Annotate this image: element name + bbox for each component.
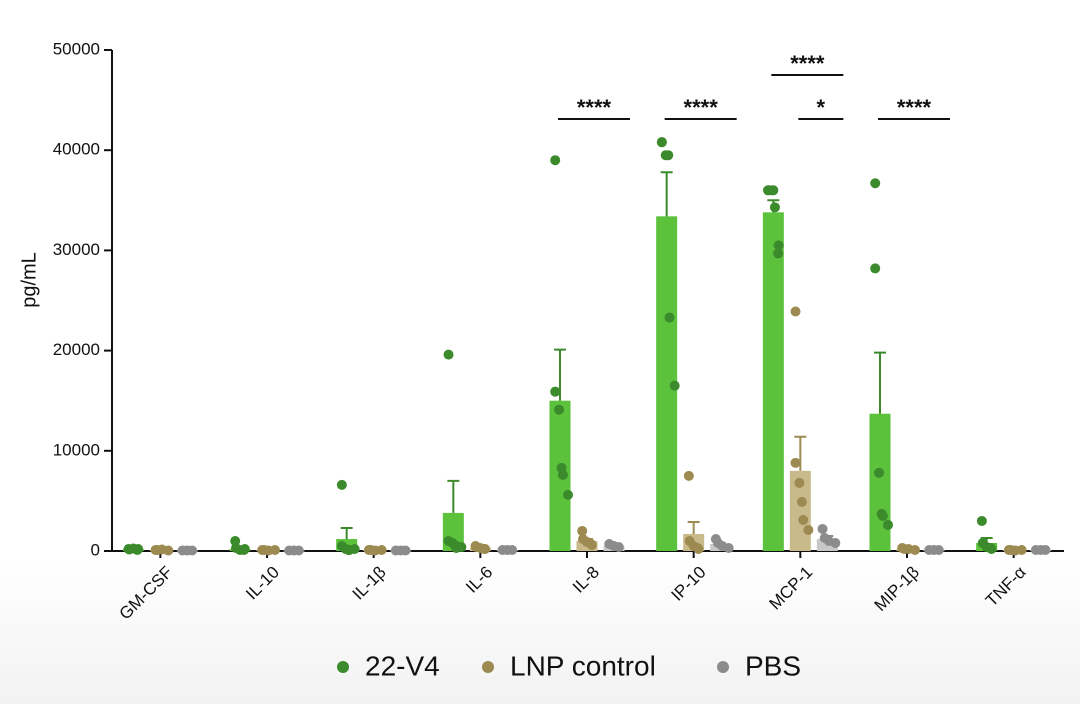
data-point	[769, 202, 780, 213]
data-point	[336, 479, 347, 490]
data-point	[790, 306, 801, 317]
data-point	[456, 541, 467, 552]
data-point	[877, 510, 888, 521]
data-point	[550, 155, 561, 166]
significance-label: ****	[897, 95, 932, 120]
data-point	[723, 542, 734, 553]
data-point	[270, 544, 280, 555]
significance-label: *	[817, 95, 826, 120]
data-point	[239, 543, 250, 554]
data-point	[187, 545, 198, 556]
y-tick-label: 20000	[53, 340, 100, 359]
legend-marker	[717, 661, 729, 673]
legend-label: LNP control	[510, 650, 656, 681]
data-point	[910, 544, 920, 555]
data-point	[796, 496, 807, 507]
data-point	[586, 539, 597, 550]
data-point	[554, 404, 565, 415]
significance-label: ****	[790, 51, 825, 76]
bar	[762, 212, 784, 551]
data-point	[663, 150, 674, 161]
data-point	[933, 544, 944, 555]
data-point	[870, 178, 881, 189]
background	[0, 560, 1080, 704]
data-point	[507, 544, 518, 555]
error-bar	[660, 171, 673, 217]
y-tick-label: 50000	[53, 39, 100, 58]
data-point	[1040, 544, 1051, 555]
data-point	[563, 489, 573, 500]
data-point	[550, 386, 561, 397]
data-point	[798, 514, 809, 525]
data-point	[773, 248, 784, 259]
data-point	[790, 457, 801, 468]
y-tick-label: 30000	[53, 240, 100, 259]
data-point	[874, 467, 885, 478]
data-point	[803, 524, 814, 535]
data-point	[376, 544, 387, 555]
data-point	[976, 515, 987, 526]
data-point	[293, 545, 304, 556]
data-point	[773, 240, 784, 251]
legend-marker	[337, 661, 349, 673]
data-point	[480, 543, 491, 554]
data-point	[817, 523, 828, 534]
data-point	[557, 469, 568, 480]
data-point	[870, 263, 881, 274]
error-bar	[794, 435, 807, 471]
data-point	[768, 185, 779, 196]
y-axis-label: pg/mL	[18, 252, 40, 308]
data-point	[883, 519, 893, 530]
data-point	[986, 543, 997, 554]
data-point	[613, 541, 624, 552]
data-point	[1016, 544, 1027, 555]
y-tick-label: 0	[91, 540, 100, 559]
y-tick-label: 40000	[53, 140, 100, 159]
y-tick-label: 10000	[53, 440, 100, 459]
data-point	[683, 470, 694, 481]
data-point	[577, 525, 588, 536]
data-point	[664, 312, 675, 323]
error-bar	[447, 479, 460, 513]
error-bar	[687, 520, 700, 534]
bar	[869, 413, 891, 551]
data-point	[693, 543, 704, 554]
significance-label: ****	[684, 95, 719, 120]
significance-label: ****	[577, 95, 612, 120]
error-bar	[874, 351, 886, 414]
legend-label: 22-V4	[365, 650, 440, 681]
data-point	[669, 380, 680, 391]
data-point	[163, 545, 174, 556]
data-point	[443, 349, 454, 360]
data-point	[349, 543, 360, 554]
legend-label: PBS	[745, 650, 801, 681]
error-bar	[340, 526, 353, 539]
bar	[656, 216, 678, 551]
data-point	[133, 543, 144, 554]
data-point	[656, 137, 667, 148]
data-point	[830, 537, 841, 548]
data-point	[400, 545, 411, 556]
data-point	[794, 477, 805, 488]
legend-marker	[482, 661, 494, 673]
